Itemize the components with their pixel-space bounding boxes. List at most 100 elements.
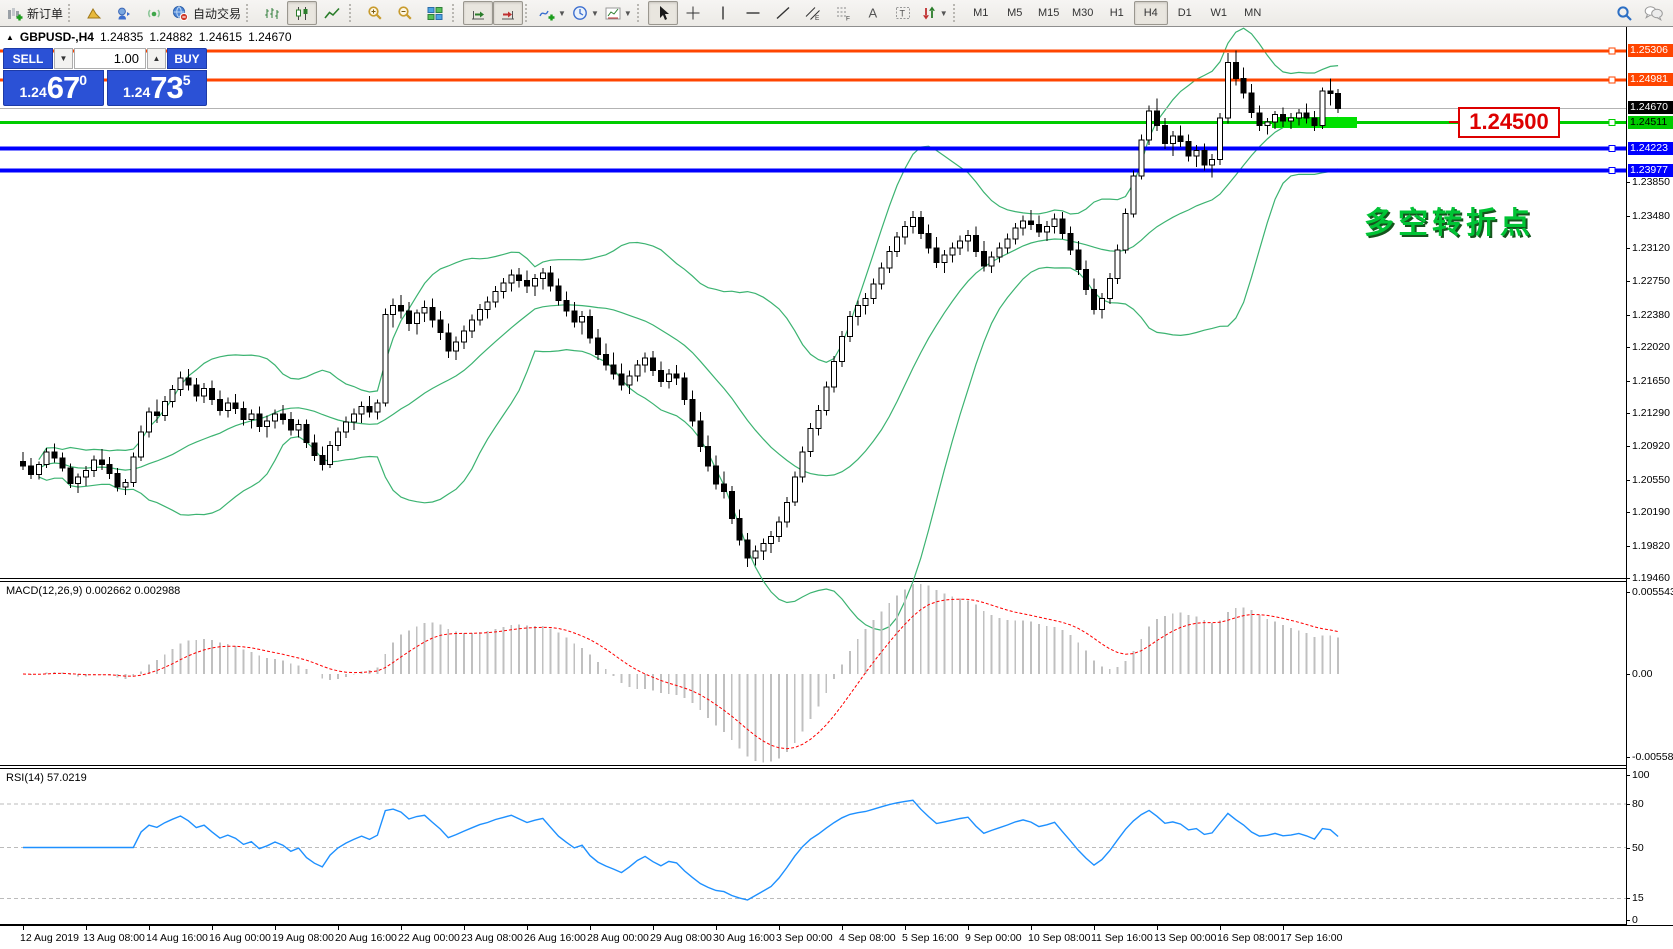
- chart-window: ▲ GBPUSD-,H4 1.24835 1.24882 1.24615 1.2…: [0, 27, 1673, 949]
- vertical-line-button[interactable]: [708, 1, 738, 25]
- time-tick-label: 30 Aug 16:00: [713, 932, 775, 944]
- tile-windows-button[interactable]: [420, 1, 450, 25]
- signals-button[interactable]: [139, 1, 169, 25]
- time-tick-label: 29 Aug 08:00: [650, 932, 712, 944]
- chat-button[interactable]: [1639, 1, 1669, 25]
- timeframe-button-mn[interactable]: MN: [1244, 7, 1262, 19]
- price-tick-mark: [1627, 479, 1630, 481]
- turning-point-annotation[interactable]: 多空转折点: [1364, 207, 1534, 240]
- collapse-triangle-icon[interactable]: ▲: [6, 32, 14, 42]
- time-tick-mark: [149, 926, 150, 930]
- toolbar-separator: [525, 4, 534, 22]
- volume-increase-button[interactable]: ▲: [147, 48, 166, 69]
- chart-profile-button[interactable]: [79, 1, 109, 25]
- time-axis[interactable]: 12 Aug 2019 13 Aug 08:00 14 Aug 16:00 16 Au…: [0, 925, 1673, 949]
- chevron-down-icon: ▼: [558, 8, 566, 18]
- time-tick-mark: [1157, 926, 1158, 930]
- rsi-tick-label: 100: [1632, 769, 1650, 781]
- market-watch-button[interactable]: [109, 1, 139, 25]
- timeframe-button-m1[interactable]: M1: [973, 7, 989, 19]
- timeframe-button-m30[interactable]: M30: [1072, 7, 1094, 19]
- templates-button[interactable]: ▼: [602, 1, 635, 25]
- periods-button[interactable]: ▼: [569, 1, 602, 25]
- support-price-label[interactable]: 1.24500: [1449, 107, 1560, 138]
- price-tick-mark: [1627, 545, 1630, 547]
- time-tick-label: 12 Aug 2019: [20, 932, 79, 944]
- chevron-down-icon: ▼: [590, 8, 599, 18]
- timeframe-button-d1[interactable]: D1: [1177, 7, 1192, 19]
- zoom-out-button[interactable]: [390, 1, 420, 25]
- price-tick-label: 1.20550: [1632, 473, 1670, 486]
- svg-text:F: F: [846, 16, 850, 22]
- price-tick-label: 1.21650: [1632, 374, 1670, 387]
- timeframe-button-m15[interactable]: M15: [1038, 7, 1060, 19]
- symbol-name: GBPUSD-,H4: [19, 30, 94, 44]
- time-tick-mark: [590, 926, 591, 930]
- time-tick-mark: [1283, 926, 1284, 930]
- price-tick-label: 1.23850: [1632, 176, 1670, 189]
- equidistant-channel-button[interactable]: E: [798, 1, 828, 25]
- auto-scroll-button[interactable]: [463, 1, 494, 25]
- buy-button[interactable]: BUY: [167, 48, 207, 69]
- crosshair-button[interactable]: [678, 1, 708, 25]
- trendline-icon: [775, 5, 791, 21]
- level-price-label: 1.23977: [1628, 163, 1673, 177]
- zoom-in-button[interactable]: [360, 1, 390, 25]
- timeframe-button-w1[interactable]: W1: [1210, 7, 1227, 19]
- sell-price-button[interactable]: 1.24 67 0: [3, 70, 104, 106]
- buy-price-button[interactable]: 1.24 73 5: [106, 70, 207, 106]
- toolbar-separator: [636, 4, 646, 22]
- indicators-button[interactable]: ▼: [536, 1, 569, 25]
- volume-input[interactable]: 1.00: [74, 48, 146, 69]
- new-order-icon: [7, 6, 23, 21]
- price-axis[interactable]: 1.23850 1.23480 1.23120 1.22750 1.22380 1.220…: [1626, 27, 1673, 926]
- timeframe-button-h4[interactable]: H4: [1133, 1, 1168, 25]
- candlestick-button[interactable]: [287, 1, 318, 25]
- arrows-button[interactable]: ▼: [918, 1, 951, 25]
- time-tick-mark: [1031, 926, 1032, 930]
- new-order-button[interactable]: 新订单: [4, 1, 66, 25]
- zoom-in-icon: [367, 5, 383, 21]
- time-tick-mark: [527, 926, 528, 930]
- horizontal-line-icon: [745, 5, 761, 21]
- fibonacci-icon: F: [835, 5, 851, 21]
- price-tick-label: 1.23480: [1632, 209, 1670, 222]
- candlestick-icon: [294, 6, 310, 21]
- toolbar-separator: [452, 4, 461, 22]
- search-button[interactable]: [1609, 1, 1639, 25]
- bar-chart-icon: [264, 6, 280, 21]
- timeframe-button-m5[interactable]: M5: [1007, 7, 1023, 19]
- timeframe-button-h1[interactable]: H1: [1109, 7, 1124, 19]
- text-button[interactable]: A: [858, 1, 888, 25]
- time-tick-label: 9 Sep 00:00: [965, 932, 1022, 944]
- level-price-label: 1.24981: [1628, 73, 1673, 87]
- time-tick-label: 26 Aug 16:00: [524, 932, 586, 944]
- autotrade-button[interactable]: 自动交易: [169, 1, 244, 25]
- time-tick-mark: [338, 926, 339, 930]
- chart-shift-button[interactable]: [493, 1, 524, 25]
- time-tick-mark: [464, 926, 465, 930]
- line-chart-icon: [324, 6, 340, 21]
- buy-price-sup: 5: [182, 72, 191, 88]
- macd-tick-label: 0.00: [1632, 668, 1653, 680]
- line-chart-button[interactable]: [317, 1, 347, 25]
- time-tick-label: 10 Sep 08:00: [1028, 932, 1091, 944]
- volume-decrease-button[interactable]: ▼: [54, 48, 73, 69]
- sell-button[interactable]: SELL: [3, 48, 53, 69]
- level-price-label: 1.25306: [1628, 43, 1673, 57]
- trendline-button[interactable]: [768, 1, 798, 25]
- ohlc-close: 1.24670: [248, 30, 292, 44]
- cursor-button[interactable]: [647, 1, 678, 25]
- rsi-tick-label: 0: [1632, 914, 1638, 926]
- fibonacci-button[interactable]: F: [828, 1, 858, 25]
- svg-text:T: T: [899, 9, 905, 19]
- bar-chart-button[interactable]: [257, 1, 287, 25]
- horizontal-line-button[interactable]: [738, 1, 768, 25]
- time-tick-label: 13 Aug 08:00: [83, 932, 145, 944]
- market-watch-icon: [116, 6, 132, 21]
- toolbar-separator: [349, 4, 358, 22]
- chart-canvas[interactable]: [0, 27, 1626, 925]
- text-label-button[interactable]: T: [888, 1, 918, 25]
- buy-price-prefix: 1.24: [122, 84, 151, 100]
- time-tick-mark: [968, 926, 969, 930]
